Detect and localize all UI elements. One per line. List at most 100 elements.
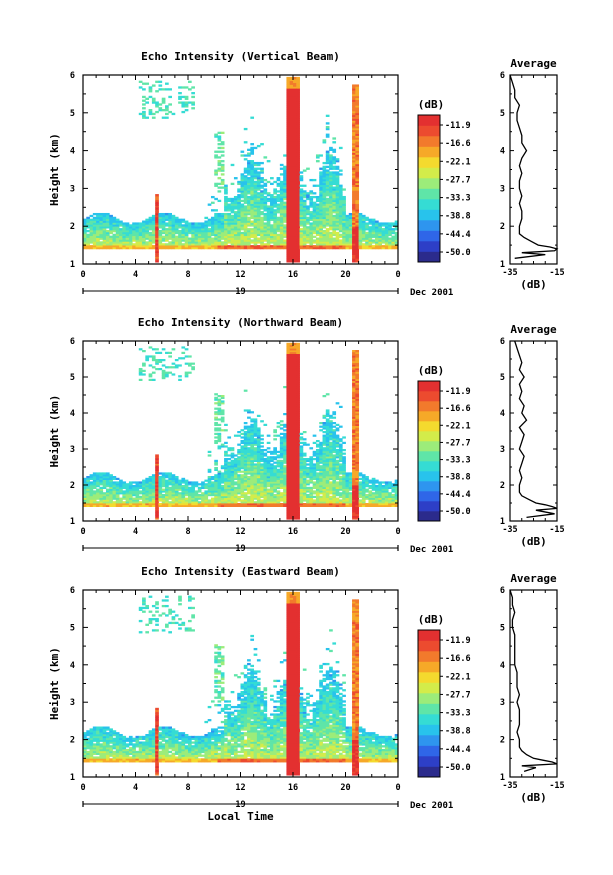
heatmap-cell: [286, 513, 291, 516]
heatmap-cell: [220, 182, 225, 186]
heatmap-cell: [158, 233, 163, 237]
heatmap-cell: [191, 239, 195, 242]
heatmap-cell: [293, 351, 297, 354]
heatmap-cell: [142, 235, 146, 238]
heatmap-cell: [256, 216, 261, 220]
heatmap-cell: [335, 205, 340, 208]
heatmap-cell: [253, 229, 258, 233]
heatmap-cell: [227, 497, 232, 500]
heatmap-cell: [302, 224, 307, 227]
heatmap-cell: [266, 434, 271, 437]
heatmap-cell: [335, 190, 340, 193]
heatmap-cell: [253, 224, 258, 227]
heatmap-cell: [227, 485, 232, 488]
heatmap-cell: [237, 470, 241, 473]
heatmap-cell: [155, 463, 159, 466]
heatmap-cell: [230, 454, 235, 457]
heatmap-cell: [319, 199, 323, 203]
heatmap-cell: [247, 427, 251, 430]
heatmap-cell: [220, 416, 225, 419]
heatmap-cell: [286, 122, 291, 125]
heatmap-cell: [220, 477, 225, 480]
heatmap-cell: [260, 449, 264, 452]
heatmap-cell: [394, 220, 399, 223]
heatmap-cell: [352, 101, 356, 104]
heatmap-cell: [250, 205, 255, 208]
heatmap-cell: [240, 445, 245, 448]
heatmap-cell: [214, 488, 218, 491]
heatmap-cell: [243, 212, 248, 216]
heatmap-cell: [286, 82, 291, 85]
heatmap-cell: [188, 224, 192, 227]
heatmap-cell: [332, 158, 337, 161]
heatmap-cell: [270, 218, 274, 221]
heatmap-cell: [220, 503, 225, 506]
heatmap-cell: [296, 490, 300, 493]
heatmap-cell: [161, 212, 166, 216]
heatmap-cell: [293, 510, 297, 513]
heatmap-cell: [210, 503, 215, 506]
heatmap-cell: [296, 468, 300, 471]
heatmap-cell: [201, 483, 205, 486]
heatmap-cell: [161, 239, 166, 242]
heatmap-cell: [250, 470, 255, 473]
heatmap-cell: [148, 485, 153, 488]
heatmap-cell: [319, 235, 323, 238]
heatmap-cell: [204, 233, 209, 237]
heatmap-cell: [279, 220, 284, 223]
heatmap-cell: [270, 229, 274, 233]
heatmap-cell: [368, 222, 373, 225]
heatmap-cell: [217, 470, 222, 473]
heatmap-cell: [217, 167, 222, 170]
heatmap-cell: [96, 226, 100, 229]
heatmap-cell: [86, 220, 90, 223]
heatmap-cell: [237, 195, 241, 199]
heatmap-cell: [283, 438, 287, 441]
heatmap-cell: [286, 192, 291, 195]
heatmap-cell: [224, 192, 228, 195]
y-tick-label: 5: [70, 109, 75, 119]
heatmap-cell: [283, 197, 287, 201]
heatmap-cell: [128, 224, 133, 227]
heatmap-cell: [253, 470, 258, 473]
heatmap-cell: [188, 362, 192, 365]
heatmap-cell: [171, 245, 176, 248]
heatmap-cell: [279, 229, 284, 233]
heatmap-cell: [289, 101, 294, 104]
heatmap-cell: [158, 80, 163, 83]
heatmap-cell: [112, 229, 117, 233]
heatmap-cell: [289, 209, 294, 212]
heatmap-cell: [352, 256, 356, 259]
heatmap-cell: [151, 222, 156, 225]
heatmap-cell: [302, 241, 307, 244]
heatmap-cell: [138, 486, 143, 489]
heatmap-cell: [289, 436, 294, 439]
heatmap-cell: [217, 483, 222, 486]
heatmap-cell: [174, 220, 179, 223]
heatmap-cell: [86, 237, 90, 240]
heatmap-cell: [299, 222, 304, 225]
heatmap-cell: [250, 481, 255, 484]
heatmap-cell: [148, 375, 153, 378]
heatmap-cell: [391, 241, 396, 244]
heatmap-cell: [138, 485, 143, 488]
heatmap-cell: [138, 371, 143, 374]
heatmap-cell: [99, 212, 104, 216]
heatmap-cell: [191, 481, 195, 484]
heatmap-cell: [161, 228, 166, 231]
heatmap-cell: [279, 190, 284, 193]
heatmap-cell: [115, 237, 120, 240]
heatmap-cell: [260, 458, 264, 461]
heatmap-cell: [332, 220, 337, 223]
heatmap-cell: [194, 481, 199, 484]
heatmap-cell: [286, 144, 291, 148]
heatmap-cell: [194, 495, 199, 498]
heatmap-cell: [161, 479, 166, 482]
heatmap-cell: [227, 503, 232, 506]
heatmap-cell: [155, 207, 159, 210]
heatmap-cell: [352, 92, 356, 95]
heatmap-cell: [112, 243, 117, 246]
heatmap-cell: [355, 160, 360, 163]
heatmap-cell: [302, 459, 307, 462]
heatmap-cell: [210, 195, 215, 199]
